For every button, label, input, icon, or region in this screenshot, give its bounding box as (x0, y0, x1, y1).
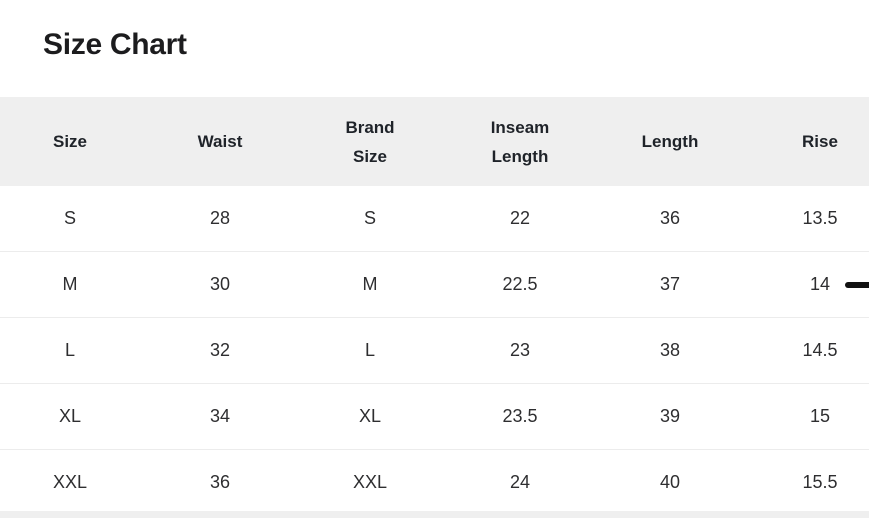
cell-inseam-length: 24 (509, 472, 531, 492)
column-header-rise: Rise (745, 97, 869, 186)
cell-brand-size: XL (358, 406, 382, 426)
cell-brand-size: S (363, 208, 376, 228)
cell-brand-size: L (364, 340, 375, 360)
cell-inseam-length: 23 (509, 340, 531, 360)
column-header-label: Rise (802, 132, 838, 151)
cell-rise: 14 (809, 274, 831, 294)
cell-waist: 32 (209, 340, 231, 360)
cell-rise: 15.5 (802, 472, 838, 492)
cell-length: 36 (659, 208, 681, 228)
cell-size: M (62, 274, 78, 294)
cell-brand-size: XXL (352, 472, 388, 492)
cell-size: S (63, 208, 76, 228)
column-header-label: Inseam Length (490, 117, 550, 166)
table-row: S 28 S 22 36 13.5 (0, 186, 869, 252)
cell-size: XL (58, 406, 82, 426)
column-header-label: Size (52, 132, 88, 151)
cell-size: L (64, 340, 75, 360)
column-header-waist: Waist (145, 97, 295, 186)
table-body: S 28 S 22 36 13.5 M 30 M 22.5 37 14 L 32 L 23 38 14.5 XL 34… (0, 186, 869, 516)
cell-brand-size: M (362, 274, 378, 294)
cell-waist: 34 (209, 406, 231, 426)
page-title: Size Chart (43, 28, 187, 61)
cell-length: 38 (659, 340, 681, 360)
cell-rise: 15 (809, 406, 831, 426)
table-header-row: Size Waist Brand Size Inseam Length Length Ri… (0, 97, 869, 186)
column-header-size: Size (0, 97, 145, 186)
column-header-length: Length (595, 97, 745, 186)
column-header-label: Brand Size (345, 117, 395, 166)
table-row: XL 34 XL 23.5 39 15 (0, 384, 869, 450)
dash-marker-icon (845, 282, 869, 288)
cell-length: 40 (659, 472, 681, 492)
column-header-brand-size: Brand Size (295, 97, 445, 186)
cell-waist: 30 (209, 274, 231, 294)
cell-length: 39 (659, 406, 681, 426)
table-row: XXL 36 XXL 24 40 15.5 (0, 450, 869, 516)
cell-inseam-length: 22 (509, 208, 531, 228)
next-row-edge (0, 511, 869, 518)
table-row: M 30 M 22.5 37 14 (0, 252, 869, 318)
cell-inseam-length: 23.5 (502, 406, 538, 426)
cell-inseam-length: 22.5 (502, 274, 538, 294)
table-row: L 32 L 23 38 14.5 (0, 318, 869, 384)
column-header-label: Length (641, 132, 699, 151)
cell-length: 37 (659, 274, 681, 294)
cell-waist: 28 (209, 208, 231, 228)
size-chart-table: Size Waist Brand Size Inseam Length Length Ri… (0, 97, 869, 516)
cell-waist: 36 (209, 472, 231, 492)
cell-rise: 14.5 (802, 340, 838, 360)
cell-rise: 13.5 (802, 208, 838, 228)
cell-size: XXL (52, 472, 88, 492)
column-header-label: Waist (197, 132, 243, 151)
column-header-inseam-length: Inseam Length (445, 97, 595, 186)
